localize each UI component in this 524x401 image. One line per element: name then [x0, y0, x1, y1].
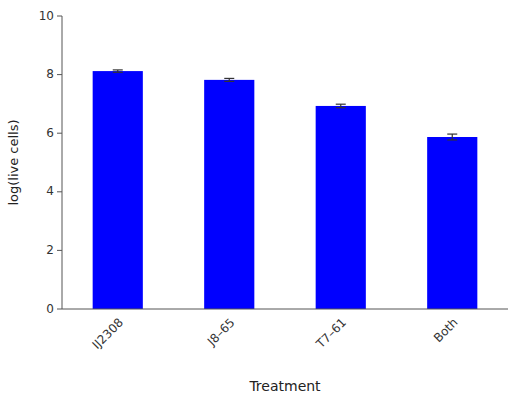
bar: [93, 71, 143, 309]
y-tick: [57, 74, 62, 75]
bar: [427, 137, 477, 309]
error-bar: [224, 78, 234, 81]
y-tick-label: 10: [39, 9, 54, 23]
x-axis: [62, 309, 508, 310]
chart: 0 2 4 6 8 10 IJ2308 J8–65 T7–61 Both Treatment log(…: [0, 0, 524, 401]
bars: [93, 70, 478, 309]
y-tick: [57, 250, 62, 251]
x-tick-label: J8–65: [204, 315, 238, 349]
bar: [204, 80, 254, 309]
y-tick-label: 0: [46, 302, 54, 316]
y-axis-label: log(live cells): [6, 119, 21, 205]
y-tick-label: 4: [46, 184, 54, 198]
x-axis-label: Treatment: [248, 378, 321, 394]
x-tick-label: T7–61: [313, 315, 349, 351]
bar: [316, 106, 366, 309]
x-tick-label: IJ2308: [90, 315, 127, 352]
y-tick-label: 2: [46, 243, 54, 257]
y-tick: [57, 133, 62, 134]
y-tick-label: 6: [46, 126, 54, 140]
error-bar: [447, 134, 457, 140]
y-tick: [57, 309, 62, 310]
y-tick: [57, 16, 62, 17]
y-axis: [62, 16, 63, 309]
x-tick-label: Both: [431, 315, 461, 345]
error-bar: [336, 104, 346, 108]
error-bar: [113, 70, 123, 72]
y-tick: [57, 191, 62, 192]
y-tick-label: 8: [46, 67, 54, 81]
